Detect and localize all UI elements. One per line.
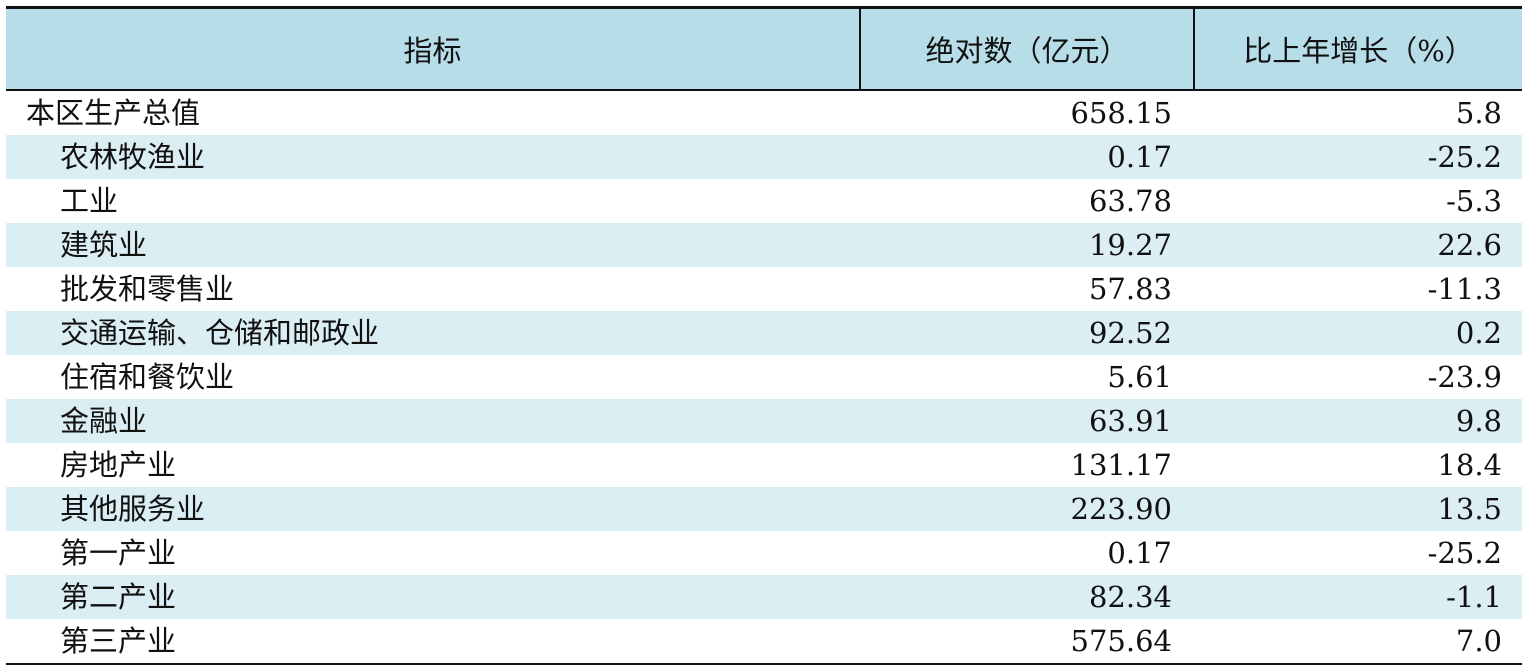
row-growth: 22.6 xyxy=(1194,223,1522,267)
table-row: 交通运输、仓储和邮政业 92.52 0.2 xyxy=(6,311,1522,355)
row-growth: 0.2 xyxy=(1194,311,1522,355)
header-growth: 比上年增长（%） xyxy=(1193,6,1522,91)
row-name: 交通运输、仓储和邮政业 xyxy=(6,311,860,355)
row-value: 575.64 xyxy=(860,619,1194,665)
row-value: 63.91 xyxy=(860,399,1194,443)
header-absolute-value: 绝对数（亿元） xyxy=(859,6,1194,91)
row-value: 5.61 xyxy=(860,355,1194,399)
table-row: 房地产业 131.17 18.4 xyxy=(6,443,1522,487)
row-growth: 5.8 xyxy=(1194,90,1522,135)
header-indicator: 指标 xyxy=(6,6,860,91)
gdp-table-container: 指标 绝对数（亿元） 比上年增长（%） 本区生产总值 658.15 5.8 农林… xyxy=(6,6,1522,665)
table-row: 第二产业 82.34 -1.1 xyxy=(6,575,1522,619)
row-name: 工业 xyxy=(6,179,860,223)
row-value: 63.78 xyxy=(860,179,1194,223)
row-growth: -25.2 xyxy=(1194,135,1522,179)
table-row: 第一产业 0.17 -25.2 xyxy=(6,531,1522,575)
row-growth: -5.3 xyxy=(1194,179,1522,223)
row-name: 住宿和餐饮业 xyxy=(6,355,860,399)
row-value: 223.90 xyxy=(860,487,1194,531)
table-row: 工业 63.78 -5.3 xyxy=(6,179,1522,223)
row-value: 92.52 xyxy=(860,311,1194,355)
table-row: 批发和零售业 57.83 -11.3 xyxy=(6,267,1522,311)
row-growth: 9.8 xyxy=(1194,399,1522,443)
row-name: 第二产业 xyxy=(6,575,860,619)
row-name: 其他服务业 xyxy=(6,487,860,531)
table-row: 本区生产总值 658.15 5.8 xyxy=(6,90,1522,135)
gdp-table: 指标 绝对数（亿元） 比上年增长（%） 本区生产总值 658.15 5.8 农林… xyxy=(6,6,1522,665)
table-row: 其他服务业 223.90 13.5 xyxy=(6,487,1522,531)
row-value: 19.27 xyxy=(860,223,1194,267)
row-growth: -11.3 xyxy=(1194,267,1522,311)
row-value: 658.15 xyxy=(860,90,1194,135)
row-name: 金融业 xyxy=(6,399,860,443)
row-name: 农林牧渔业 xyxy=(6,135,860,179)
row-name: 本区生产总值 xyxy=(6,90,860,135)
row-name: 第一产业 xyxy=(6,531,860,575)
table-row: 第三产业 575.64 7.0 xyxy=(6,619,1522,665)
table-row: 金融业 63.91 9.8 xyxy=(6,399,1522,443)
table-body: 本区生产总值 658.15 5.8 农林牧渔业 0.17 -25.2 工业 63… xyxy=(6,90,1522,665)
row-value: 0.17 xyxy=(860,135,1194,179)
row-name: 建筑业 xyxy=(6,223,860,267)
table-row: 农林牧渔业 0.17 -25.2 xyxy=(6,135,1522,179)
row-growth: -25.2 xyxy=(1194,531,1522,575)
row-value: 131.17 xyxy=(860,443,1194,487)
row-growth: 18.4 xyxy=(1194,443,1522,487)
row-name: 批发和零售业 xyxy=(6,267,860,311)
row-growth: 7.0 xyxy=(1194,619,1522,665)
table-row: 建筑业 19.27 22.6 xyxy=(6,223,1522,267)
row-growth: -23.9 xyxy=(1194,355,1522,399)
row-growth: -1.1 xyxy=(1194,575,1522,619)
header-row: 指标 绝对数（亿元） 比上年增长（%） xyxy=(6,6,1522,91)
row-value: 57.83 xyxy=(860,267,1194,311)
row-value: 0.17 xyxy=(860,531,1194,575)
row-name: 房地产业 xyxy=(6,443,860,487)
table-row: 住宿和餐饮业 5.61 -23.9 xyxy=(6,355,1522,399)
table-header: 指标 绝对数（亿元） 比上年增长（%） xyxy=(6,6,1522,91)
row-value: 82.34 xyxy=(860,575,1194,619)
row-name: 第三产业 xyxy=(6,619,860,665)
row-growth: 13.5 xyxy=(1194,487,1522,531)
